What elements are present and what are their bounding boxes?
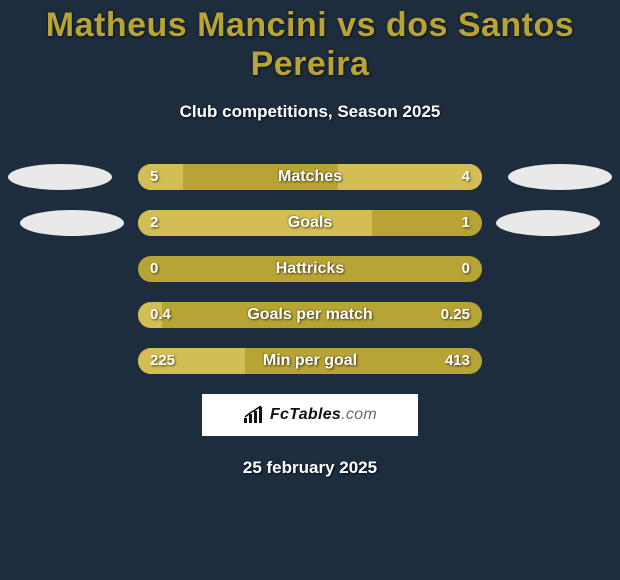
stat-value-right: 0	[462, 256, 470, 282]
stat-bar-left-fill	[138, 302, 162, 328]
stat-row: Min per goal225413	[0, 348, 620, 374]
stat-label: Goals per match	[138, 302, 482, 328]
stat-bar: Goals per match0.40.25	[138, 302, 482, 328]
stat-row: Hattricks0 0	[0, 256, 620, 282]
player-left-marker	[20, 210, 124, 236]
player-right-marker	[508, 164, 612, 190]
stat-value-right: 1	[462, 210, 470, 236]
stat-bar: Min per goal225413	[138, 348, 482, 374]
brand-suffix: .com	[341, 406, 377, 423]
stat-bar: Hattricks0 0	[138, 256, 482, 282]
stat-bar-left-fill	[138, 210, 372, 236]
stat-label: Hattricks	[138, 256, 482, 282]
stat-bar: Matches54	[138, 164, 482, 190]
comparison-infographic: Matheus Mancini vs dos Santos Pereira Cl…	[0, 0, 620, 478]
stat-row: Goals21	[0, 210, 620, 236]
stat-row: Matches54	[0, 164, 620, 190]
subtitle: Club competitions, Season 2025	[0, 102, 620, 122]
stat-bar-left-fill	[138, 348, 245, 374]
date-label: 25 february 2025	[0, 458, 620, 478]
player-left-marker	[8, 164, 112, 190]
brand-name: FcTables	[270, 406, 341, 423]
stat-value-left: 0	[150, 256, 158, 282]
stat-value-right: 0.25	[441, 302, 470, 328]
stat-bar-right-fill	[338, 164, 482, 190]
bar-chart-icon	[243, 406, 265, 424]
stat-row: Goals per match0.40.25	[0, 302, 620, 328]
stat-value-right: 413	[445, 348, 470, 374]
player-right-marker	[496, 210, 600, 236]
stat-bar: Goals21	[138, 210, 482, 236]
page-title: Matheus Mancini vs dos Santos Pereira	[0, 6, 620, 84]
brand-text: FcTables.com	[270, 406, 377, 424]
stats-rows: Matches54 Goals21 Hattricks0 0 Goals per mat…	[0, 164, 620, 374]
brand-logo: FcTables.com	[202, 394, 418, 436]
stat-bar-left-fill	[138, 164, 183, 190]
